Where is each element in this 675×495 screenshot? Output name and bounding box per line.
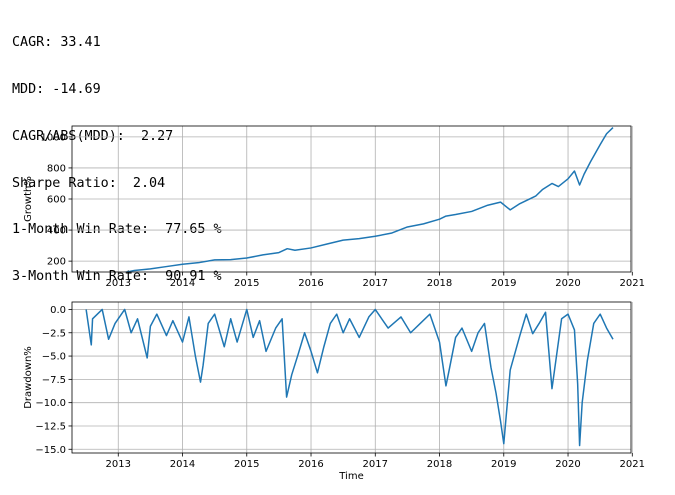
x-tick-label: 2013 [106,459,131,470]
y-axis-label: Drawdown% [23,346,34,409]
x-tick-label: 2014 [170,278,195,289]
series-line [123,127,614,272]
x-tick-label: 2019 [491,278,516,289]
series-line [85,308,614,447]
y-tick-label: 0.0 [50,305,66,316]
drawdown-chart: 2013 2014 2015 2016 2017 2018 2019 2020 2021 0.0 −… [23,301,645,482]
y-tick-label: −5.0 [42,352,66,363]
x-tick-label: 2020 [555,459,580,470]
y-tick-label: 400 [47,226,66,237]
y-tick-label: −15.0 [35,445,66,456]
stat-mdd: MDD: -14.69 [12,81,101,97]
stats-block: CAGR: 33.41 MDD: -14.69 CAGR/ABS(MDD): 2… [12,4,222,300]
stat-sharpe-ratio: Sharpe Ratio: 2.04 [12,175,166,191]
stat-3-month-win-rate: 3-Month Win Rate: 90.91 % [12,269,222,285]
x-tick-label: 2018 [427,278,452,289]
y-tick-label: 600 [47,195,66,206]
x-tick-label: 2019 [491,459,516,470]
x-tick-label: 2017 [363,278,388,289]
y-tick-label: −7.5 [42,375,66,386]
y-tick-label: 800 [47,163,66,174]
stat-cagr-over-mdd: CAGR/ABS(MDD): 2.27 [12,128,174,144]
y-axis-label: Growth% [23,176,34,222]
x-axis-label: Time [338,471,363,482]
x-tick-label: 2021 [620,459,645,470]
x-tick-label: 2016 [298,278,323,289]
axes-frame [71,301,632,454]
x-tick-label: 2021 [620,278,645,289]
stat-cagr: CAGR: 33.41 [12,35,101,51]
x-tick-label: 2020 [555,278,580,289]
y-tick-label: 1000 [41,132,66,143]
x-tick-label: 2014 [170,459,195,470]
x-tick-label: 2015 [234,459,259,470]
y-tick-label: 200 [47,257,66,268]
x-tick-label: 2018 [427,459,452,470]
x-tick-label: 2017 [363,459,388,470]
x-tick-label: 2013 [106,278,131,289]
y-tick-label: −12.5 [35,421,66,432]
growth-chart: 2013 2014 2015 2016 2017 2018 2019 2020 2021 200 4… [23,125,645,289]
x-tick-label: 2016 [298,459,323,470]
x-tick-label: 2015 [234,278,259,289]
y-tick-label: −10.0 [35,398,66,409]
y-tick-label: −2.5 [42,328,66,339]
